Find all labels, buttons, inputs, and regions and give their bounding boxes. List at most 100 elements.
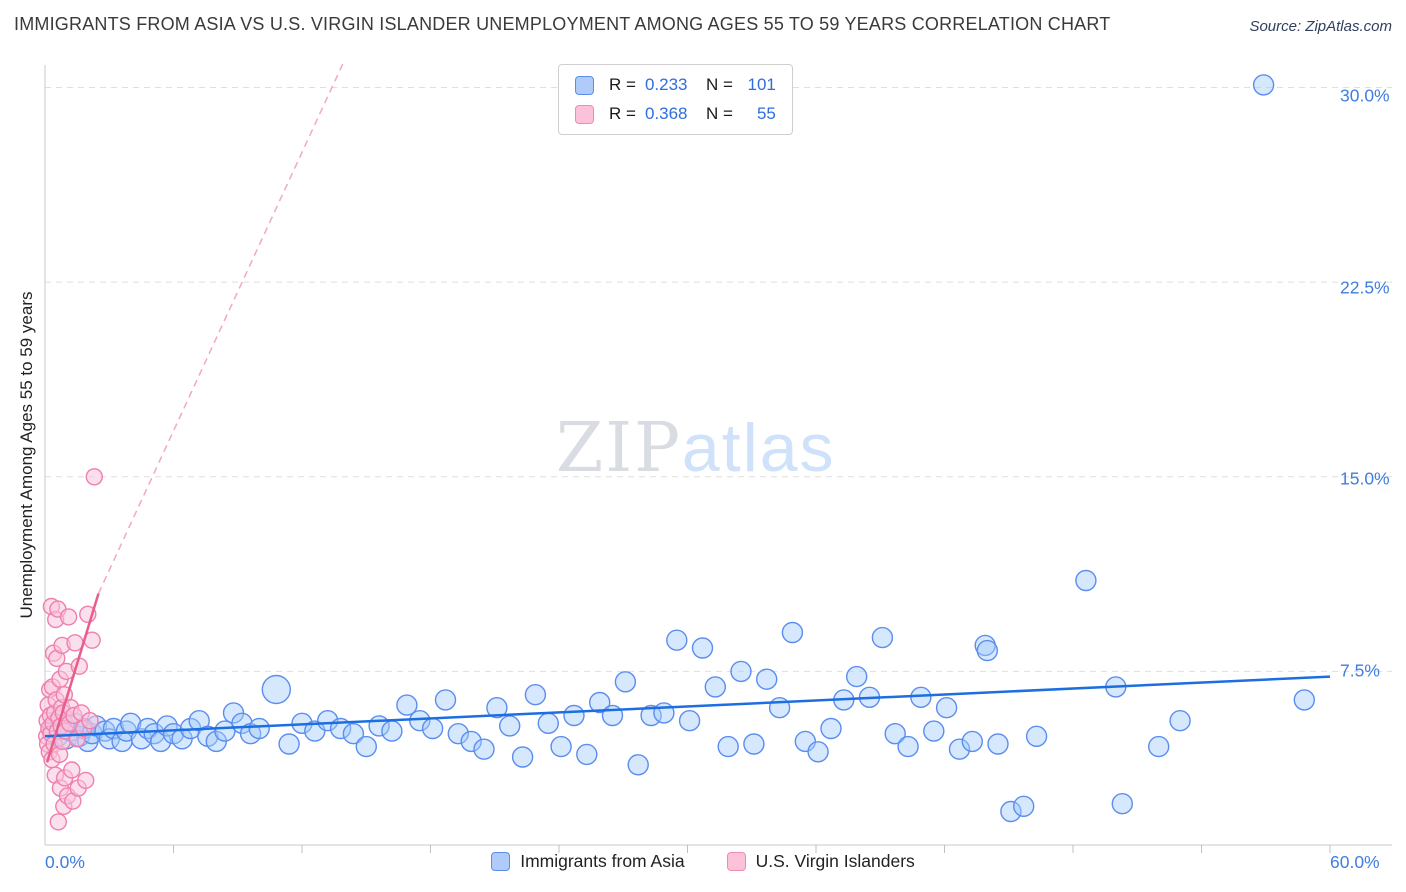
r-value-asia: 0.233 — [644, 75, 688, 94]
asia-series-label: Immigrants from Asia — [520, 851, 685, 871]
scatter-point-asia — [1293, 689, 1316, 711]
scatter-point-asia — [563, 704, 585, 727]
scatter-point-usvi — [59, 608, 78, 626]
scatter-point-asia — [550, 735, 572, 758]
scatter-point-asia — [434, 689, 457, 711]
scatter-point-asia — [961, 730, 983, 753]
scatter-point-asia — [524, 684, 547, 706]
r-value-usvi: 0.368 — [644, 104, 688, 123]
scatter-point-asia — [627, 754, 649, 776]
asia-swatch — [575, 75, 594, 95]
usvi-swatch — [575, 104, 594, 124]
scatter-point-asia — [342, 723, 365, 745]
scatter-point-usvi — [63, 761, 81, 779]
scatter-point-asia — [614, 671, 637, 693]
scatter-point-asia — [743, 733, 765, 755]
scatter-point-asia — [355, 735, 377, 758]
scatter-point-asia — [317, 710, 339, 732]
scatter-point-asia — [278, 733, 300, 755]
scatter-point-asia — [589, 691, 611, 714]
scatter-point-asia — [421, 717, 444, 740]
scatter-point-asia — [409, 710, 431, 732]
scatter-point-usvi — [85, 468, 104, 486]
scatter-point-asia — [678, 710, 701, 732]
scatter-point-asia — [1147, 735, 1170, 758]
scatter-point-asia — [976, 639, 998, 662]
scatter-point-asia — [381, 720, 403, 742]
scatter-point-asia — [923, 720, 945, 742]
n-label-asia: N = — [705, 75, 733, 94]
scatter-point-asia — [473, 738, 495, 760]
scatter-point-asia — [248, 717, 270, 740]
scatter-point-asia — [261, 674, 291, 705]
scatter-point-asia — [1025, 725, 1048, 747]
watermark: ZIPatlas — [556, 414, 836, 483]
scatter-point-asia — [730, 660, 752, 683]
scatter-point-asia — [537, 712, 559, 734]
scatter-point-asia — [781, 621, 804, 644]
scatter-point-asia — [717, 735, 739, 758]
scatter-point-usvi — [76, 771, 95, 790]
scatter-point-asia — [704, 676, 726, 698]
scatter-point-asia — [820, 717, 842, 740]
scatter-point-asia — [807, 741, 829, 763]
x-tick-max: 60.0% — [1330, 852, 1380, 872]
r-label-usvi: R = — [609, 104, 636, 123]
correlation-legend: R = 0.233 N = 101 R = 0.368 N = 55 — [558, 64, 793, 135]
usvi-series-swatch — [726, 852, 746, 871]
trend-line — [45, 593, 100, 763]
n-label-usvi: N = — [705, 104, 733, 123]
scatter-point-asia — [910, 686, 932, 708]
x-tick-min: 0.0% — [45, 852, 85, 872]
watermark-atlas: atlas — [681, 410, 836, 486]
scatter-point-asia — [499, 715, 521, 737]
legend-item-asia: Immigrants from Asia — [491, 851, 685, 872]
legend-row-asia: R = 0.233 N = 101 — [575, 75, 776, 95]
scatter-point-asia — [1013, 795, 1035, 817]
n-value-usvi: 55 — [756, 104, 776, 123]
scatter-point-asia — [653, 702, 675, 724]
scatter-point-asia — [948, 738, 971, 760]
scatter-point-asia — [1252, 74, 1275, 96]
scatter-point-asia — [447, 723, 469, 745]
scatter-point-usvi — [81, 712, 99, 730]
scatter-point-asia — [396, 694, 418, 716]
y-tick-15: 15.0% — [1340, 468, 1390, 489]
watermark-zip: ZIP — [556, 409, 682, 488]
scatter-point-asia — [846, 665, 868, 688]
scatter-point-asia — [1000, 800, 1022, 823]
asia-series-swatch — [491, 852, 511, 871]
trend-line — [97, 63, 344, 594]
legend-row-usvi: R = 0.368 N = 55 — [575, 104, 776, 124]
scatter-point-asia — [576, 743, 598, 766]
y-tick-30: 30.0% — [1340, 85, 1390, 106]
scatter-point-asia — [871, 626, 894, 649]
series-legend: Immigrants from Asia U.S. Virgin Islande… — [0, 851, 1406, 872]
y-tick-22-5: 22.5% — [1340, 277, 1390, 298]
scatter-point-asia — [884, 723, 906, 745]
usvi-series-label: U.S. Virgin Islanders — [755, 851, 915, 871]
legend-item-usvi: U.S. Virgin Islanders — [726, 851, 915, 872]
scatter-point-asia — [1169, 710, 1191, 732]
trend-line — [44, 675, 1331, 738]
scatter-point-asia — [666, 629, 688, 651]
scatter-point-usvi — [49, 813, 67, 831]
page-title: IMMIGRANTS FROM ASIA VS U.S. VIRGIN ISLA… — [14, 14, 1111, 34]
scatter-point-asia — [1075, 569, 1097, 592]
scatter-point-asia — [1111, 793, 1134, 815]
y-tick-7-5: 7.5% — [1340, 660, 1380, 681]
scatter-point-asia — [691, 637, 714, 659]
scatter-point-asia — [935, 697, 958, 719]
source-link[interactable]: Source: ZipAtlas.com — [1249, 18, 1392, 35]
scatter-point-asia — [897, 735, 919, 758]
scatter-point-asia — [987, 733, 1009, 755]
n-value-asia: 101 — [747, 75, 776, 94]
scatter-point-asia — [756, 668, 778, 690]
r-label-asia: R = — [609, 75, 636, 94]
scatter-point-asia — [640, 704, 662, 727]
scatter-point-asia — [486, 697, 508, 719]
scatter-point-asia — [511, 746, 534, 768]
scatter-point-asia — [460, 730, 482, 753]
